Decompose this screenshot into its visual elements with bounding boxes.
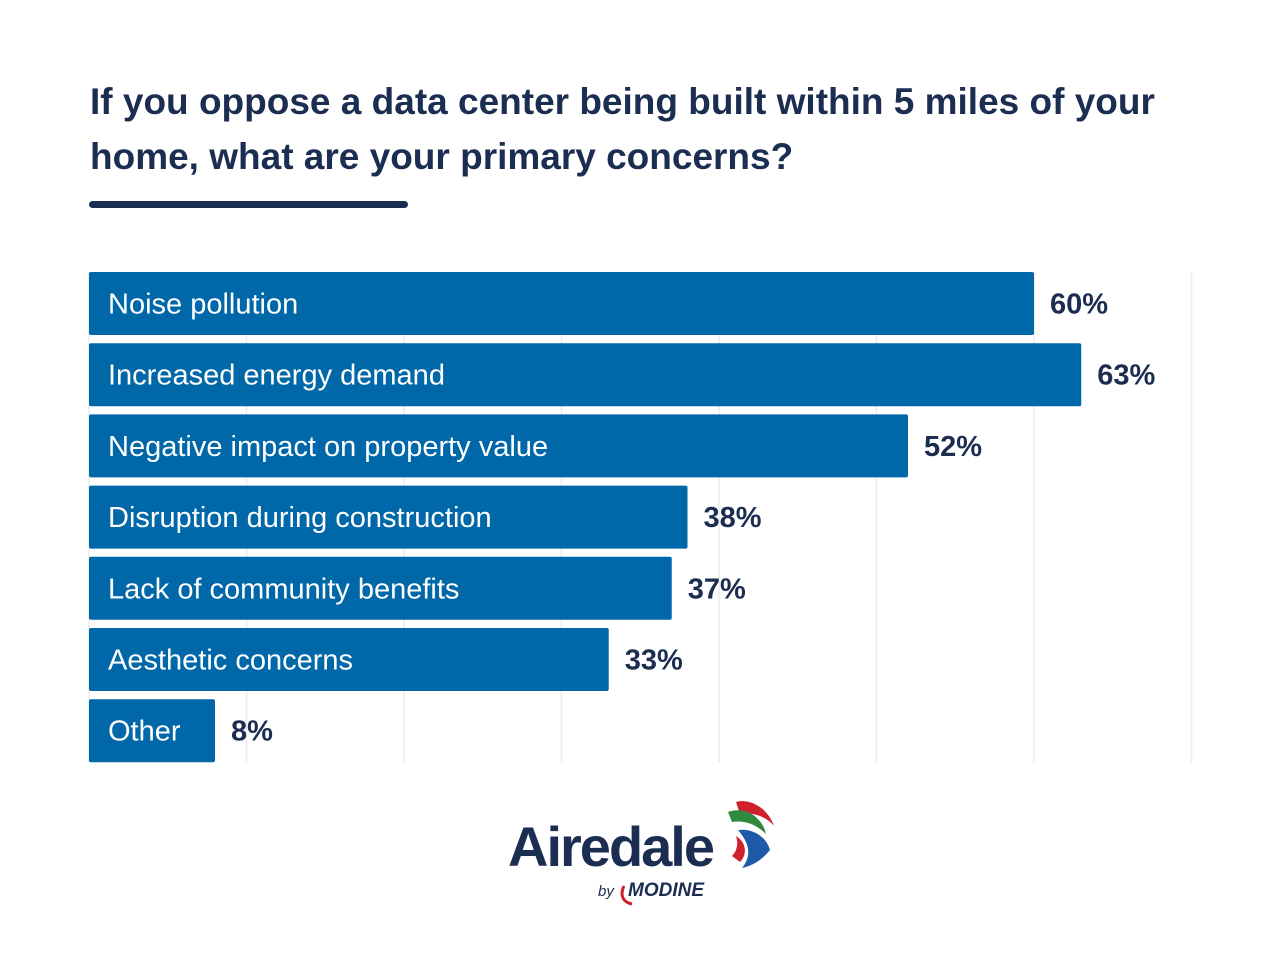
bar — [89, 414, 908, 478]
bar-value-label: 8% — [231, 716, 273, 748]
bar — [89, 272, 1034, 335]
logo-modine: MODINE — [628, 880, 705, 901]
logo-wordmark: Airedale — [508, 815, 714, 878]
bar-value-label: 33% — [625, 645, 683, 677]
bar-value-label: 37% — [688, 573, 746, 605]
chart-title: If you oppose a data center being built … — [90, 81, 1155, 177]
bar-category-label: Disruption during construction — [108, 502, 492, 534]
bars: Noise pollution 60% Increased energy deman… — [89, 272, 1156, 763]
bar — [89, 699, 215, 763]
logo-swoosh-icon — [728, 801, 774, 868]
bar-chart: Noise pollution 60% Increased energy deman… — [88, 272, 1193, 763]
bar-value-label: 52% — [924, 431, 982, 463]
bar-category-label: Aesthetic concerns — [108, 645, 353, 677]
bar-category-label: Other — [108, 716, 181, 748]
title-underline — [89, 201, 408, 208]
bar-value-label: 63% — [1097, 360, 1155, 392]
bar — [89, 485, 688, 549]
airedale-logo: Airedale by MODINE — [508, 801, 774, 906]
bar-category-label: Negative impact on property value — [108, 431, 548, 463]
bar-value-label: 38% — [704, 502, 762, 534]
bar-category-label: Lack of community benefits — [108, 573, 459, 605]
bar — [89, 628, 609, 691]
modine-logo: MODINE — [620, 880, 705, 906]
bar-value-label: 60% — [1050, 289, 1108, 321]
bar — [89, 556, 672, 620]
logo-by: by — [598, 883, 615, 900]
bar — [89, 343, 1082, 407]
bar-category-label: Noise pollution — [108, 289, 298, 321]
bar-category-label: Increased energy demand — [108, 360, 445, 392]
